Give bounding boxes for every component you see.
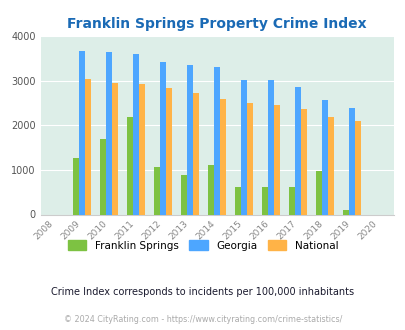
Bar [241,81,247,214]
Bar [348,108,354,214]
Bar [315,171,321,214]
Bar [327,117,333,214]
Bar [268,81,273,214]
Bar [214,67,220,214]
Bar [220,99,226,214]
Bar [160,62,166,215]
Bar [112,83,118,214]
Bar [166,87,172,214]
Bar [181,175,187,214]
Bar [234,187,241,214]
Bar [79,51,85,214]
Bar [321,100,327,214]
Title: Franklin Springs Property Crime Index: Franklin Springs Property Crime Index [67,17,366,31]
Bar [193,93,199,214]
Bar [106,52,112,214]
Legend: Franklin Springs, Georgia, National: Franklin Springs, Georgia, National [63,236,342,255]
Bar [85,79,91,214]
Text: © 2024 CityRating.com - https://www.cityrating.com/crime-statistics/: © 2024 CityRating.com - https://www.city… [64,315,341,324]
Bar [133,54,139,214]
Bar [208,165,214,214]
Bar [354,121,360,214]
Bar [288,187,294,214]
Bar [247,103,252,214]
Bar [262,187,268,214]
Bar [73,158,79,215]
Bar [342,210,348,214]
Bar [100,139,106,214]
Bar [294,87,301,214]
Bar [139,84,145,214]
Bar [273,105,279,214]
Bar [187,65,193,214]
Text: Crime Index corresponds to incidents per 100,000 inhabitants: Crime Index corresponds to incidents per… [51,287,354,297]
Bar [154,167,160,214]
Bar [301,109,306,214]
Bar [127,117,133,214]
